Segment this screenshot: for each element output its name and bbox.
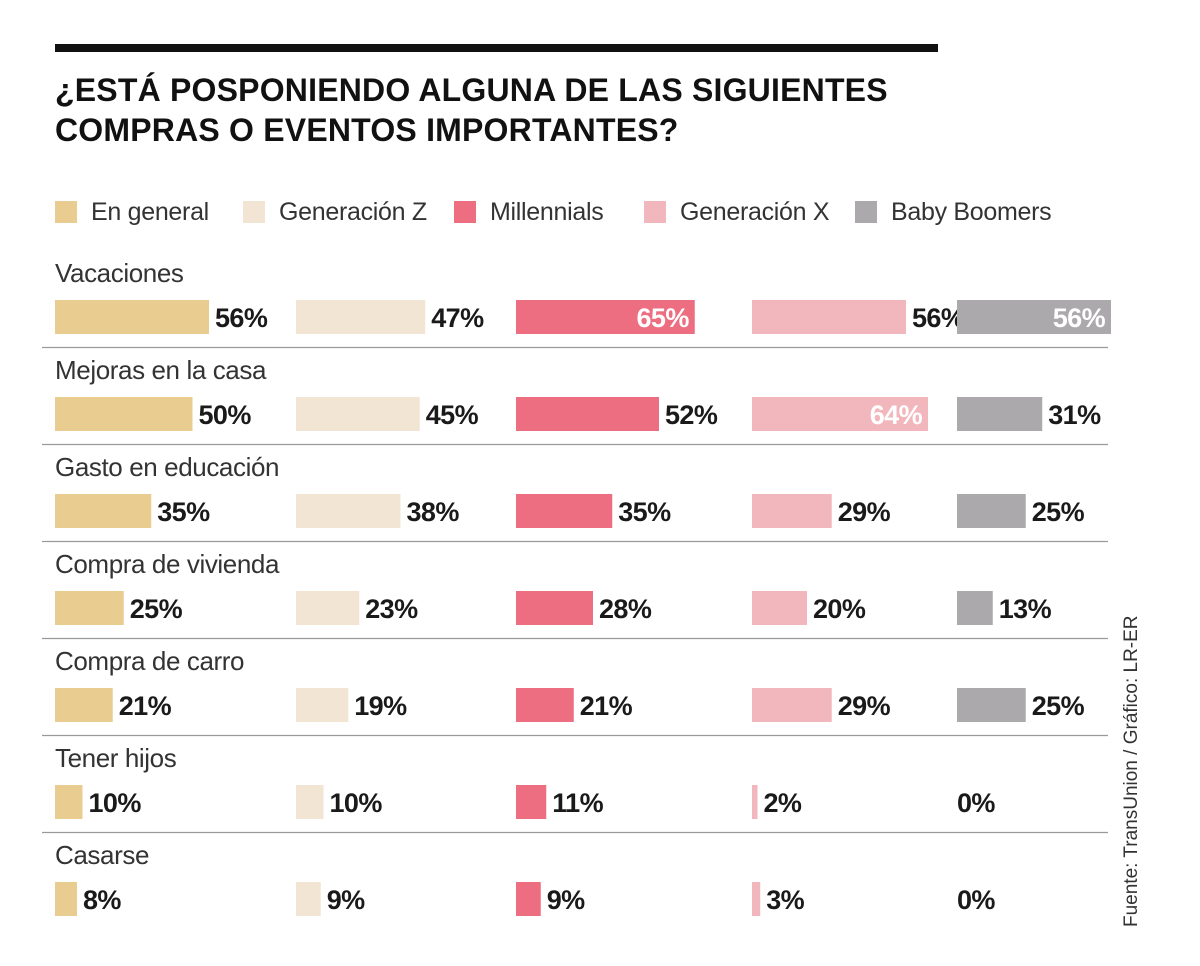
category-label-vacaciones: Vacaciones <box>55 258 184 288</box>
chart-title: ¿ESTÁ POSPONIENDO ALGUNA DE LAS SIGUIENT… <box>55 70 955 150</box>
legend-item-baby-boomers: Baby Boomers <box>855 192 1052 232</box>
bar-compra-de-carro-millennials <box>516 688 574 722</box>
legend-label-generacion-z: Generación Z <box>279 197 427 226</box>
data-label-mejoras-en-la-casa-generacion-x: 64% <box>870 400 923 430</box>
top-rule <box>55 44 938 52</box>
chart-title-line-2: COMPRAS O EVENTOS IMPORTANTES? <box>55 112 679 148</box>
category-label-casarse: Casarse <box>55 840 149 870</box>
bar-vacaciones-en-general <box>55 300 209 334</box>
data-label-tener-hijos-millennials: 11% <box>552 788 603 818</box>
source-credit: Fuente: TransUnion / Gráfico: LR-ER <box>1121 615 1142 927</box>
legend-item-millennials: Millennials <box>454 192 604 232</box>
data-label-gasto-en-educacion-generacion-z: 38% <box>407 497 460 527</box>
data-label-compra-de-vivienda-millennials: 28% <box>599 594 652 624</box>
data-label-compra-de-vivienda-generacion-z: 23% <box>365 594 418 624</box>
bar-tener-hijos-en-general <box>55 785 83 819</box>
legend-swatch-generacion-x <box>644 201 666 223</box>
data-label-gasto-en-educacion-en-general: 35% <box>157 497 210 527</box>
data-label-compra-de-carro-generacion-x: 29% <box>838 691 891 721</box>
bar-compra-de-carro-generacion-x <box>752 688 832 722</box>
bar-compra-de-carro-en-general <box>55 688 113 722</box>
data-label-casarse-en-general: 8% <box>83 885 121 915</box>
data-label-compra-de-carro-generacion-z: 19% <box>354 691 407 721</box>
data-label-vacaciones-baby-boomers: 56% <box>1053 303 1106 333</box>
data-label-tener-hijos-en-general: 10% <box>89 788 142 818</box>
bar-compra-de-vivienda-generacion-z <box>296 591 360 625</box>
bar-tener-hijos-millennials <box>516 785 547 819</box>
legend-item-generacion-x: Generación X <box>644 192 830 232</box>
data-label-gasto-en-educacion-baby-boomers: 25% <box>1032 497 1085 527</box>
legend-item-en-general: En general <box>55 192 209 232</box>
data-label-compra-de-carro-millennials: 21% <box>580 691 633 721</box>
bar-compra-de-vivienda-millennials <box>516 591 593 625</box>
data-label-casarse-generacion-x: 3% <box>766 885 804 915</box>
data-label-tener-hijos-generacion-x: 2% <box>764 788 802 818</box>
data-label-mejoras-en-la-casa-millennials: 52% <box>665 400 718 430</box>
data-label-vacaciones-en-general: 56% <box>215 303 268 333</box>
legend-label-baby-boomers: Baby Boomers <box>891 197 1052 226</box>
legend-label-generacion-x: Generación X <box>680 197 830 226</box>
data-label-compra-de-carro-en-general: 21% <box>119 691 172 721</box>
bar-tener-hijos-generacion-z <box>296 785 324 819</box>
legend: En general Generación Z Millennials Gene… <box>55 192 1055 232</box>
bar-casarse-generacion-z <box>296 882 321 916</box>
data-label-casarse-millennials: 9% <box>547 885 585 915</box>
category-label-mejoras-en-la-casa: Mejoras en la casa <box>55 355 267 385</box>
bar-compra-de-carro-generacion-z <box>296 688 349 722</box>
bar-gasto-en-educacion-en-general <box>55 494 152 528</box>
data-label-gasto-en-educacion-millennials: 35% <box>618 497 671 527</box>
bar-compra-de-carro-baby-boomers <box>957 688 1026 722</box>
legend-label-en-general: En general <box>91 197 209 226</box>
data-label-casarse-generacion-z: 9% <box>327 885 365 915</box>
data-label-compra-de-vivienda-en-general: 25% <box>130 594 183 624</box>
bar-compra-de-vivienda-generacion-x <box>752 591 807 625</box>
category-label-tener-hijos: Tener hijos <box>55 743 177 773</box>
category-label-compra-de-vivienda: Compra de vivienda <box>55 549 280 579</box>
bar-gasto-en-educacion-millennials <box>516 494 613 528</box>
bar-gasto-en-educacion-generacion-z <box>296 494 401 528</box>
data-label-mejoras-en-la-casa-en-general: 50% <box>199 400 252 430</box>
bar-vacaciones-generacion-z <box>296 300 426 334</box>
bar-casarse-generacion-x <box>752 882 761 916</box>
data-label-vacaciones-millennials: 65% <box>637 303 690 333</box>
legend-swatch-en-general <box>55 201 77 223</box>
chart-title-line-1: ¿ESTÁ POSPONIENDO ALGUNA DE LAS SIGUIENT… <box>55 72 888 108</box>
bar-tener-hijos-generacion-x <box>752 785 758 819</box>
bar-casarse-millennials <box>516 882 541 916</box>
data-label-tener-hijos-baby-boomers: 0% <box>957 788 995 818</box>
bar-gasto-en-educacion-baby-boomers <box>957 494 1026 528</box>
data-label-compra-de-vivienda-baby-boomers: 13% <box>999 594 1052 624</box>
bar-casarse-en-general <box>55 882 77 916</box>
data-label-compra-de-vivienda-generacion-x: 20% <box>813 594 866 624</box>
legend-label-millennials: Millennials <box>490 197 604 226</box>
bar-gasto-en-educacion-generacion-x <box>752 494 832 528</box>
bar-vacaciones-baby-boomers <box>957 300 1111 334</box>
data-label-tener-hijos-generacion-z: 10% <box>330 788 383 818</box>
category-label-compra-de-carro: Compra de carro <box>55 646 244 676</box>
data-label-compra-de-carro-baby-boomers: 25% <box>1032 691 1085 721</box>
data-label-vacaciones-generacion-z: 47% <box>431 303 484 333</box>
data-label-mejoras-en-la-casa-baby-boomers: 31% <box>1048 400 1101 430</box>
bar-mejoras-en-la-casa-generacion-z <box>296 397 420 431</box>
bar-mejoras-en-la-casa-generacion-x <box>752 397 928 431</box>
data-label-mejoras-en-la-casa-generacion-z: 45% <box>426 400 479 430</box>
bar-compra-de-vivienda-baby-boomers <box>957 591 993 625</box>
data-label-gasto-en-educacion-generacion-x: 29% <box>838 497 891 527</box>
legend-swatch-baby-boomers <box>855 201 877 223</box>
bar-mejoras-en-la-casa-baby-boomers <box>957 397 1043 431</box>
bar-mejoras-en-la-casa-en-general <box>55 397 193 431</box>
category-label-gasto-en-educacion: Gasto en educación <box>55 452 279 482</box>
bar-compra-de-vivienda-en-general <box>55 591 124 625</box>
bar-vacaciones-generacion-x <box>752 300 906 334</box>
legend-swatch-generacion-z <box>243 201 265 223</box>
legend-swatch-millennials <box>454 201 476 223</box>
legend-item-generacion-z: Generación Z <box>243 192 427 232</box>
data-label-casarse-baby-boomers: 0% <box>957 885 995 915</box>
bar-vacaciones-millennials <box>516 300 695 334</box>
data-label-vacaciones-generacion-x: 56% <box>912 303 965 333</box>
bar-mejoras-en-la-casa-millennials <box>516 397 659 431</box>
